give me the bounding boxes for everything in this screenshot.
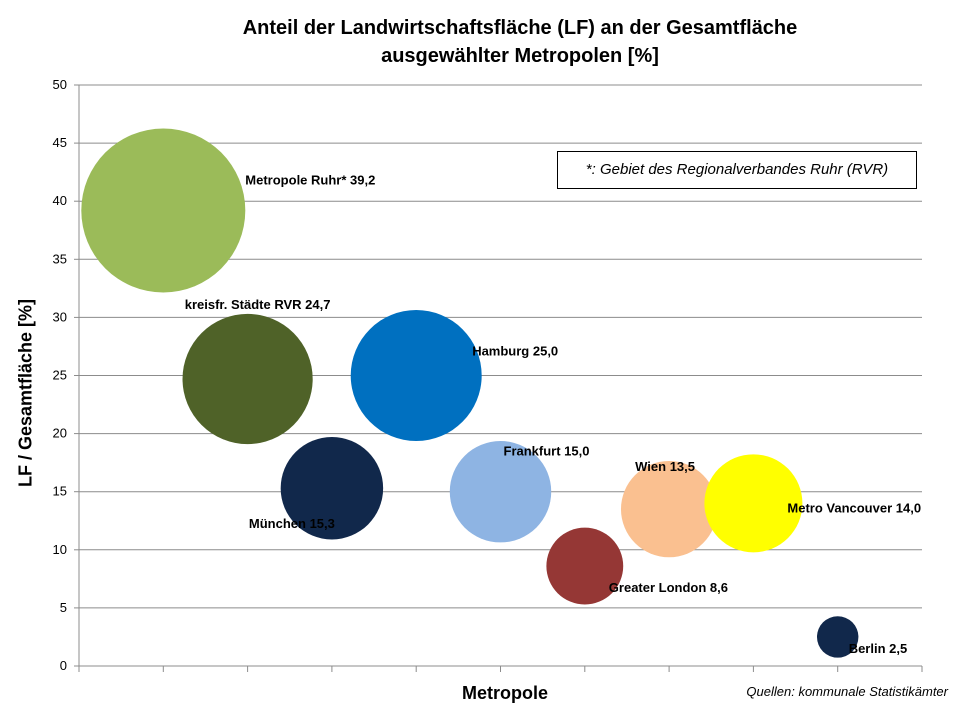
- y-tick-label: 0: [60, 658, 67, 673]
- y-tick-label: 25: [53, 368, 67, 383]
- chart-title-line1: Anteil der Landwirtschaftsfläche (LF) an…: [242, 17, 798, 39]
- y-tick-label: 35: [53, 251, 67, 266]
- bubble: [620, 461, 718, 558]
- data-label: München 15,3: [249, 516, 335, 531]
- data-label: Metro Vancouver 14,0: [787, 500, 921, 515]
- y-tick-label: 30: [53, 309, 67, 324]
- bubble: [350, 310, 482, 441]
- y-tick-label: 20: [53, 426, 67, 441]
- bubble: [546, 527, 624, 605]
- bubble: [280, 436, 384, 540]
- footnote-box: *: Gebiet des Regionalverbandes Ruhr (RV…: [557, 151, 917, 189]
- bubble: [182, 313, 313, 445]
- y-tick-label: 45: [53, 135, 67, 150]
- bubble: [449, 440, 552, 543]
- bubble: [704, 454, 803, 553]
- y-axis-label: LF / Gesamtfläche [%]: [15, 298, 36, 488]
- data-label: kreisfr. Städte RVR 24,7: [185, 297, 331, 312]
- y-tick-label: 40: [53, 193, 67, 208]
- bubble: [816, 616, 859, 658]
- data-label: Hamburg 25,0: [472, 344, 558, 359]
- y-tick-label: 50: [53, 77, 67, 92]
- y-tick-label: 5: [60, 600, 67, 615]
- bubble: [81, 128, 246, 293]
- data-label: Metropole Ruhr* 39,2: [245, 172, 375, 187]
- data-label: Frankfurt 15,0: [504, 444, 590, 459]
- y-tick-label: 10: [53, 542, 67, 557]
- data-label: Wien 13,5: [635, 459, 695, 474]
- chart-title-line2: ausgewählter Metropolen [%]: [381, 45, 659, 67]
- y-tick-label: 15: [53, 484, 67, 499]
- data-label: Berlin 2,5: [849, 641, 908, 656]
- data-label: Greater London 8,6: [609, 580, 728, 595]
- source-note: Quellen: kommunale Statistikämter: [746, 684, 948, 699]
- chart-title: Anteil der Landwirtschaftsfläche (LF) an…: [80, 14, 960, 70]
- x-axis-label: Metropole: [461, 683, 549, 703]
